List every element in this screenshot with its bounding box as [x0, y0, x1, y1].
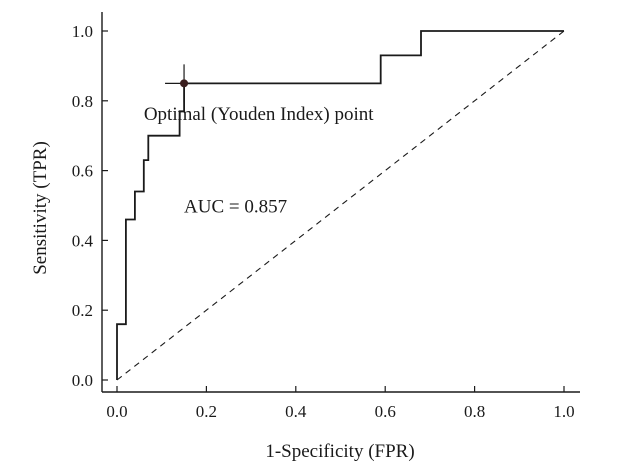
x-axis-label: 1-Specificity (FPR): [265, 441, 414, 462]
x-tick-label: 0.8: [464, 402, 485, 421]
optimal-point-marker: [165, 64, 204, 103]
y-tick-label: 0.0: [72, 371, 93, 390]
optimal-point-annotation: Optimal (Youden Index) point: [144, 104, 374, 125]
x-tick-label: 0.2: [196, 402, 217, 421]
y-tick-label: 0.8: [72, 92, 93, 111]
optimal-point-dot: [180, 79, 189, 88]
x-tick-label: 1.0: [553, 402, 574, 421]
x-tick-label: 0.6: [375, 402, 396, 421]
auc-annotation: AUC = 0.857: [184, 196, 287, 217]
y-tick-label: 1.0: [72, 22, 93, 41]
x-tick-label: 0.0: [106, 402, 127, 421]
x-axis-ticks: 0.0 0.2 0.4 0.6 0.8 1.0: [106, 386, 575, 421]
plot-frame: [101, 12, 580, 393]
y-axis-label: Sensitivity (TPR): [30, 141, 51, 275]
y-tick-label: 0.2: [72, 301, 93, 320]
y-tick-label: 0.6: [72, 162, 93, 181]
y-axis-ticks: 0.0 0.2 0.4 0.6 0.8 1.0: [72, 22, 108, 390]
y-tick-label: 0.4: [72, 231, 94, 250]
x-tick-label: 0.4: [285, 402, 307, 421]
series-layer: [116, 30, 565, 381]
roc-curve: [116, 30, 564, 380]
